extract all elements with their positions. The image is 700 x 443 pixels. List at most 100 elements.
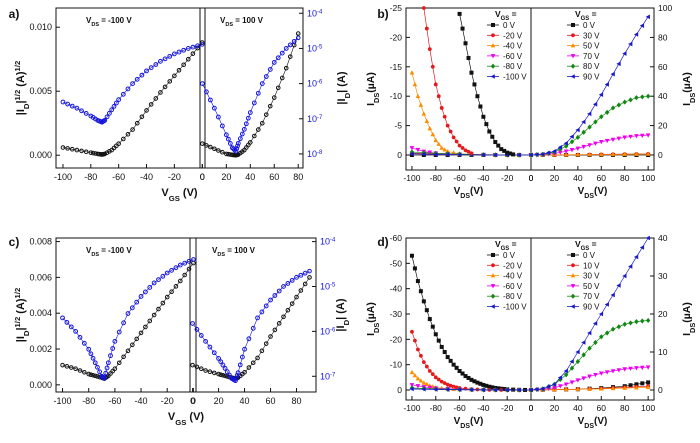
panel-a-point (130, 127, 135, 132)
panel-b-point (511, 152, 516, 157)
panel-c-point (276, 288, 282, 294)
annotation-part: V (86, 16, 92, 25)
panel-d-point (563, 382, 569, 387)
panel-a-point (208, 144, 213, 150)
panel-a-point (134, 76, 140, 82)
panel-c-point (294, 294, 299, 300)
panel-b-point (457, 152, 462, 158)
panel-b-point (421, 151, 426, 157)
panel-c-point (285, 307, 291, 313)
panel-d-ytick-left-label: -40 (390, 284, 403, 294)
panel-a-point (172, 73, 177, 79)
panel-c-point (147, 285, 153, 290)
panel-b-point (598, 139, 604, 145)
panel-d-point (436, 377, 441, 382)
panel-b-point (604, 109, 610, 115)
panel-d-point (634, 366, 639, 371)
panel-a-point (200, 141, 205, 146)
panel-c-point (138, 294, 144, 299)
panel-b-point (563, 140, 568, 146)
panel-a-xtick-label: 20 (221, 172, 231, 182)
panel-d-point (598, 386, 604, 391)
panel-a-point (275, 55, 281, 61)
panel-c-point (211, 370, 217, 376)
panel-a-point (176, 67, 182, 73)
panel-c-point (92, 373, 98, 379)
panel-c-point (64, 319, 70, 325)
panel-d-point (413, 338, 417, 343)
panel-b-point (622, 51, 627, 56)
panel-d-point (415, 279, 420, 284)
panel-d-legend-marker (570, 304, 575, 309)
panel-d-xtick-label: -80 (430, 403, 443, 413)
panel-a-point (116, 97, 122, 103)
panel-b-point (433, 152, 438, 157)
panel-a-point (134, 120, 140, 126)
panel-b-legend-label: 50 V (583, 42, 600, 51)
panel-a-point (245, 115, 251, 121)
panel-d-legend-title-0-part: V (495, 239, 501, 249)
panel-b-point (451, 150, 456, 155)
panel-a-point (220, 149, 225, 155)
panel-b-legend-label: 30 V (583, 31, 600, 40)
panel-c-annotation-1: VDS = 100 V (212, 246, 256, 258)
annotation-part: DS (91, 22, 99, 28)
panel-b-xtick-label: 0 (529, 173, 534, 183)
panel-a-annotation-0: VDS = -100 V (86, 16, 132, 28)
panel-b-legend-title-0: VGS = (495, 9, 517, 22)
panel-c-xtick-label: 0 (190, 396, 195, 406)
panel-a-point (116, 141, 121, 146)
panel-d-point (415, 376, 421, 381)
panel-c-point (81, 340, 87, 346)
panel-b-ytick-left-label: -25 (390, 3, 403, 13)
panel-d-legend-label: 0 V (583, 251, 596, 260)
panel-b-point (598, 92, 604, 98)
panel-d-legend-title-1-part: GS (581, 246, 590, 252)
panel-a-point (225, 136, 231, 142)
panel-b-legend-marker (570, 63, 576, 69)
panel-b-ytick-right-label: 100 (658, 3, 672, 13)
panel-c-point (234, 372, 240, 378)
panel-a-point (203, 89, 209, 95)
panel-c-point (222, 373, 228, 379)
panel-c-point (207, 369, 213, 375)
panel-c-xlabel-part: (V) (186, 411, 204, 423)
panel-d-point (616, 283, 621, 288)
panel-c-point (182, 260, 188, 266)
panel-c-point (151, 312, 157, 318)
panel-a-point (259, 120, 265, 126)
panel-a-point (106, 110, 112, 116)
panel-c-ylabel-right-part: D (342, 319, 351, 325)
panel-c-point (276, 321, 282, 326)
panel-c-frame-0 (55, 237, 197, 393)
panel-b-point (466, 55, 471, 60)
panel-c-ylabel-left-part: |I (15, 336, 27, 342)
panel-b-legend-marker (570, 43, 576, 48)
panel-b-ylabel-left: IDS(µA) (365, 72, 381, 106)
panel-d-xtick-label: 0 (529, 403, 534, 413)
panel-b-point (569, 148, 575, 153)
panel-b-ytick-right-label: 80 (658, 32, 668, 42)
panel-c-point (95, 374, 100, 379)
panel-d-point (546, 384, 551, 389)
panel-b-point (575, 127, 580, 133)
panel-d-ytick-left-label: -50 (390, 258, 403, 268)
panel-a-point (153, 96, 159, 101)
panel-d-point (587, 386, 592, 391)
panel-d-ylabel-left-part: (µA) (365, 302, 377, 323)
panel-c-ylabel-right-part: |I (335, 325, 347, 331)
panel-d-xlabel-0: VDS(V) (454, 416, 484, 430)
panel-b-point (558, 146, 563, 152)
panel-a-point (167, 79, 173, 84)
panel-d-legend-marker (490, 284, 496, 289)
panel-a-point (83, 110, 89, 116)
panel-b-point (433, 82, 438, 87)
panel-b-point (640, 94, 645, 100)
panel-c-point (90, 372, 96, 378)
panel-c-ylabel-left: |ID|1/2 (A)1/2 (13, 288, 31, 342)
panel-b-point (557, 144, 563, 150)
panel-d-point (622, 385, 628, 390)
panel-d-point (490, 385, 495, 390)
panel-d-xtick-label: -40 (477, 403, 490, 413)
panel-d-legend-label: 10 V (583, 261, 600, 270)
